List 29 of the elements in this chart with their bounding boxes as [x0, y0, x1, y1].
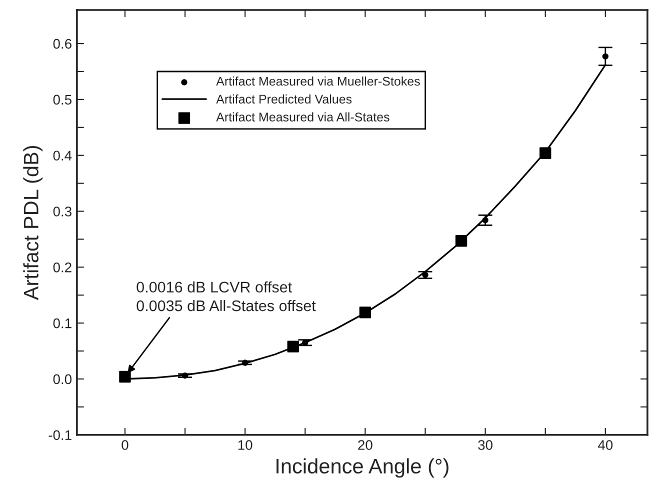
x-tick-label: 20 [358, 440, 372, 450]
y-tick-label: 0.6 [53, 38, 72, 49]
point [540, 147, 552, 159]
x-tick-label: 0 [122, 440, 128, 450]
x-tick-label: 10 [238, 440, 252, 450]
point [359, 306, 372, 318]
y-tick-label: 0.2 [53, 262, 72, 272]
point [482, 217, 488, 224]
annotation: 0.0016 dB LCVR offset 0.0035 dB All-States offset [136, 281, 316, 312]
legend-label: Artifact Measured via All-States [216, 112, 390, 122]
y-tick-label: 0.0 [53, 374, 72, 384]
point [242, 360, 248, 366]
point [287, 340, 299, 352]
point [182, 372, 188, 379]
y-tick-label: 0.3 [53, 206, 72, 216]
x-tick-label: 30 [478, 440, 492, 450]
x-axis-title: Incidence Angle (°) [276, 458, 448, 478]
y-tick-label: 0.1 [53, 318, 72, 328]
point [455, 235, 468, 247]
legend-label: Artifact Predicted Values [216, 94, 352, 104]
x-tick-label: 40 [598, 440, 613, 450]
y-tick-label: 0.4 [53, 150, 72, 161]
point [119, 370, 131, 383]
y-tick-label: 0.5 [53, 94, 72, 105]
legend-label: Artifact Measured via Mueller-Stokes [216, 76, 420, 86]
point [422, 272, 428, 278]
point [602, 53, 608, 60]
y-axis-title: Artifact PDL (dB) [23, 146, 43, 300]
y-tick-label: -0.1 [48, 430, 72, 440]
